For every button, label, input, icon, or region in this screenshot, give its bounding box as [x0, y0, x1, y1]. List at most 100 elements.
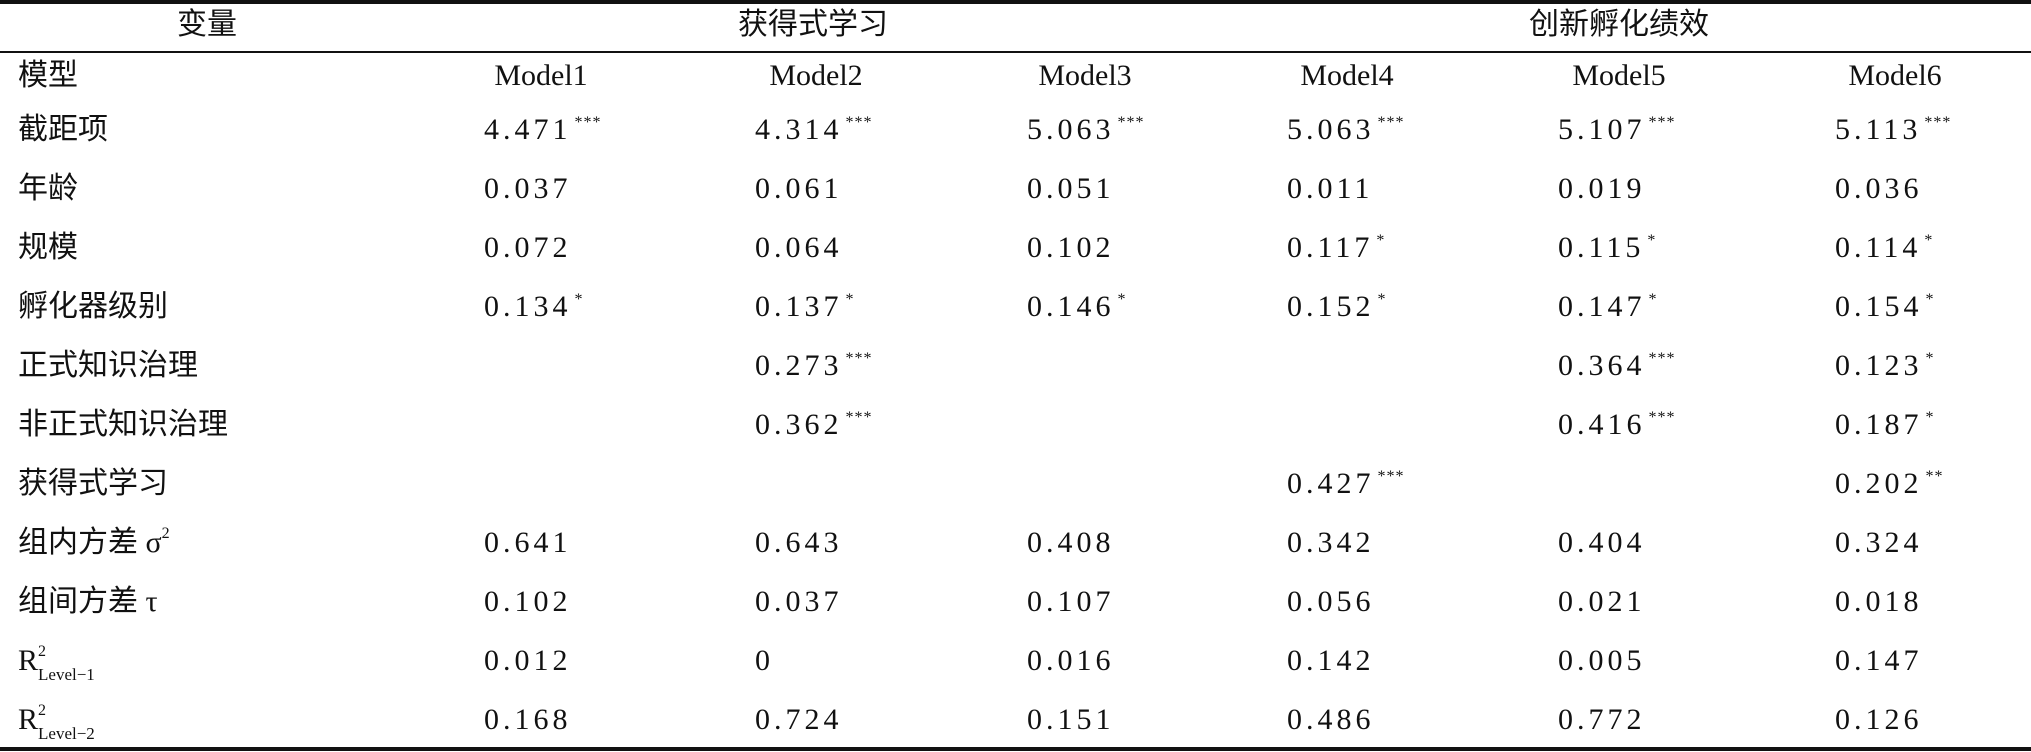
cell-value: 0.012 — [484, 644, 572, 677]
cell: 0.364 *** — [1558, 351, 1676, 381]
cell: 0.005 — [1558, 646, 1646, 676]
cell: 0.168 — [484, 705, 572, 735]
cell: 0.102 — [484, 587, 572, 617]
cell: 0.115 * — [1558, 233, 1656, 263]
cell: 5.107 *** — [1558, 115, 1676, 145]
model-header: Model3 — [1038, 59, 1132, 92]
significance-stars: * — [1647, 232, 1657, 249]
cell-value: 0.416 — [1558, 408, 1646, 441]
row-label-text: 组间方差 τ — [18, 585, 158, 618]
cell: 0.772 — [1558, 705, 1646, 735]
significance-stars: * — [1376, 232, 1386, 249]
cell: 0.036 — [1835, 174, 1923, 204]
top-rule — [0, 0, 2031, 4]
cell: 0.134 * — [484, 292, 584, 322]
cell-value: 5.113 — [1835, 113, 1922, 146]
row-label: R2 Level−2 — [18, 702, 95, 743]
cell-value: 0.037 — [755, 585, 843, 618]
significance-stars: * — [1117, 291, 1127, 308]
header-group: 获得式学习 — [738, 8, 888, 41]
cell-value: 0.151 — [1027, 703, 1115, 736]
row-label-text: 年龄 — [18, 172, 78, 205]
model-row-label: 模型 — [18, 59, 78, 92]
cell-value: 0.324 — [1835, 526, 1923, 559]
significance-stars: * — [574, 291, 584, 308]
cell: 0.273 *** — [755, 351, 873, 381]
cell: 0.641 — [484, 528, 572, 558]
row-label-text: 孵化器级别 — [18, 290, 168, 323]
cell-value: 0 — [755, 644, 774, 677]
bottom-rule — [0, 747, 2031, 751]
significance-stars: *** — [845, 350, 873, 367]
row-label-text: R — [18, 644, 39, 677]
cell: 0.126 — [1835, 705, 1923, 735]
cell-value: 5.063 — [1027, 113, 1115, 146]
cell-value: 0.404 — [1558, 526, 1646, 559]
cell-value: 0.102 — [484, 585, 572, 618]
significance-stars: *** — [1648, 114, 1676, 131]
significance-stars: *** — [1377, 114, 1405, 131]
header-variable: 变量 — [177, 8, 237, 41]
cell: 0.147 * — [1558, 292, 1658, 322]
cell: 0.724 — [755, 705, 843, 735]
cell-value: 0.114 — [1835, 231, 1922, 264]
cell-value: 0.061 — [755, 172, 843, 205]
significance-stars: *** — [1117, 114, 1145, 131]
cell-value: 0.427 — [1287, 467, 1375, 500]
cell-value: 0.187 — [1835, 408, 1923, 441]
cell-value: 0.102 — [1027, 231, 1115, 264]
cell: 0.117 * — [1287, 233, 1385, 263]
row-label: 组内方差 σ2 — [18, 525, 170, 559]
cell: 0.016 — [1027, 646, 1115, 676]
row-label: 截距项 — [18, 115, 108, 145]
cell: 4.314 *** — [755, 115, 873, 145]
row-label-text: 截距项 — [18, 113, 108, 146]
cell: 0.187 * — [1835, 410, 1935, 440]
cell: 5.063 *** — [1027, 115, 1145, 145]
cell: 0.019 — [1558, 174, 1646, 204]
cell: 0.643 — [755, 528, 843, 558]
significance-stars: * — [1648, 291, 1658, 308]
cell: 0.416 *** — [1558, 410, 1676, 440]
significance-stars: *** — [1377, 468, 1405, 485]
model-header: Model1 — [494, 59, 588, 92]
cell-value: 0.072 — [484, 231, 572, 264]
cell: 0.151 — [1027, 705, 1115, 735]
cell: 0.114 * — [1835, 233, 1933, 263]
header-rule — [0, 51, 2031, 53]
row-label-text: 规模 — [18, 231, 78, 264]
row-label-sup: 2 — [38, 702, 47, 719]
significance-stars: * — [1925, 291, 1935, 308]
cell-value: 0.146 — [1027, 290, 1115, 323]
cell-value: 0.064 — [755, 231, 843, 264]
cell-value: 0.037 — [484, 172, 572, 205]
cell: 0.152 * — [1287, 292, 1387, 322]
cell: 5.063 *** — [1287, 115, 1405, 145]
cell: 0.342 — [1287, 528, 1375, 558]
cell: 0.427 *** — [1287, 469, 1405, 499]
row-label-sub: Level−1 — [38, 665, 95, 684]
cell: 0.037 — [484, 174, 572, 204]
row-label: 规模 — [18, 233, 78, 263]
cell-value: 0.486 — [1287, 703, 1375, 736]
cell: 0.142 — [1287, 646, 1375, 676]
cell-value: 0.724 — [755, 703, 843, 736]
model-header: Model6 — [1848, 59, 1942, 92]
row-label-sup: 2 — [161, 525, 170, 542]
cell-value: 0.202 — [1835, 467, 1923, 500]
cell: 0.061 — [755, 174, 843, 204]
cell-value: 0.772 — [1558, 703, 1646, 736]
cell-value: 0.152 — [1287, 290, 1375, 323]
cell: 0.064 — [755, 233, 843, 263]
significance-stars: * — [1925, 409, 1935, 426]
row-label-text: 组内方差 σ — [18, 526, 162, 559]
cell-value: 0.142 — [1287, 644, 1375, 677]
cell-value: 4.471 — [484, 113, 572, 146]
cell-value: 0.643 — [755, 526, 843, 559]
significance-stars: *** — [845, 114, 873, 131]
cell-value: 0.018 — [1835, 585, 1923, 618]
cell: 4.471 *** — [484, 115, 602, 145]
row-label: 孵化器级别 — [18, 292, 168, 322]
cell: 0.486 — [1287, 705, 1375, 735]
header-group: 创新孵化绩效 — [1529, 8, 1709, 41]
